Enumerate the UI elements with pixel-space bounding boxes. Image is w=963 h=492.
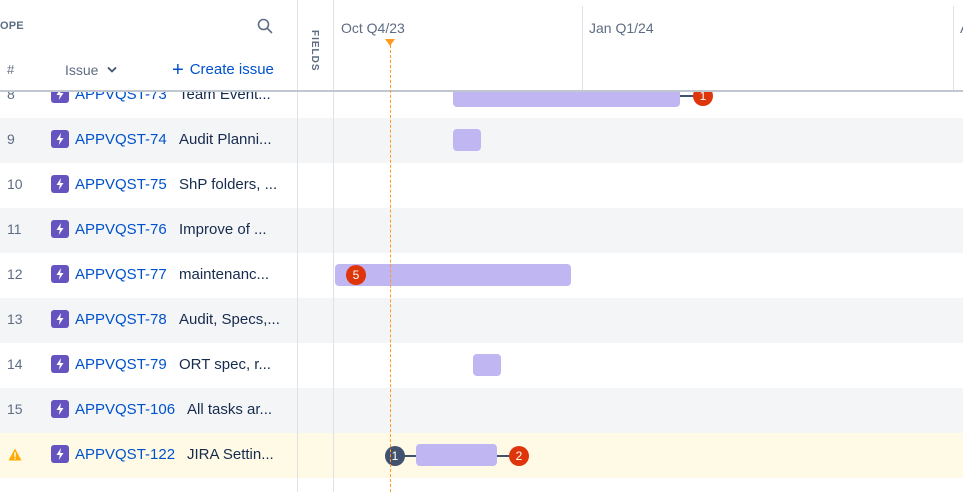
list-header: OPE # Issue + Create issue	[0, 0, 297, 90]
issue-key-link[interactable]: APPVQST-74	[75, 131, 167, 148]
quarter-label-q4-23: Oct Q4/23	[341, 20, 405, 36]
table-row[interactable]: 11 APPVQST-76 Improve of ...	[0, 208, 963, 253]
issue-key-link[interactable]: APPVQST-122	[75, 446, 176, 463]
issue-key-link[interactable]: APPVQST-78	[75, 311, 167, 328]
dependency-badge[interactable]: 1	[693, 92, 713, 106]
issue-column-dropdown[interactable]: Issue	[65, 62, 117, 78]
warning-icon[interactable]	[8, 448, 22, 461]
timeline-bar[interactable]	[453, 129, 481, 151]
issue-summary[interactable]: Team Event...	[179, 92, 271, 103]
dependency-badge[interactable]: 5	[346, 265, 366, 285]
issue-summary[interactable]: All tasks ar...	[187, 401, 273, 418]
issue-key-link[interactable]: APPVQST-106	[75, 401, 176, 418]
table-row[interactable]: 13 APPVQST-78 Audit, Specs,...	[0, 298, 963, 343]
row-number-header: #	[7, 62, 15, 77]
timeline-body[interactable]: 8 APPVQST-73 Team Event... 1 9 APPVQST-7…	[0, 92, 963, 492]
header-shadow	[0, 90, 963, 92]
dependency-line	[680, 95, 694, 97]
row-number: 14	[7, 356, 23, 372]
row-number: 9	[7, 131, 15, 147]
table-row[interactable]: 12 APPVQST-77 maintenanc... 5	[0, 253, 963, 298]
search-icon[interactable]	[256, 17, 274, 35]
chevron-down-icon	[108, 67, 117, 73]
quarter-divider	[953, 6, 954, 90]
lightning-icon	[51, 445, 69, 463]
quarter-divider	[582, 6, 583, 90]
issue-key-link[interactable]: APPVQST-76	[75, 221, 167, 238]
issue-summary[interactable]: Improve of ...	[179, 221, 267, 238]
plus-icon: +	[172, 58, 184, 81]
quarter-label-next: A	[960, 20, 963, 36]
dependency-line	[404, 455, 417, 457]
row-number: 11	[7, 221, 22, 237]
today-line	[390, 40, 391, 492]
row-number: 8	[7, 92, 15, 102]
issue-summary[interactable]: JIRA Settin...	[187, 446, 274, 463]
issue-key-link[interactable]: APPVQST-77	[75, 266, 167, 283]
issue-summary[interactable]: maintenanc...	[179, 266, 270, 283]
lightning-icon	[51, 220, 69, 238]
lightning-icon	[51, 400, 69, 418]
row-number: 13	[7, 311, 23, 327]
scope-label: OPE	[0, 20, 24, 32]
timeline-bar[interactable]	[416, 444, 497, 466]
issue-summary[interactable]: ShP folders, ...	[179, 176, 278, 193]
table-row[interactable]: 14 APPVQST-79 ORT spec, r...	[0, 343, 963, 388]
table-row[interactable]: 9 APPVQST-74 Audit Planni...	[0, 118, 963, 163]
quarter-label-q1-24: Jan Q1/24	[589, 20, 654, 36]
create-issue-button[interactable]: + Create issue	[172, 58, 274, 81]
lightning-icon	[51, 355, 69, 373]
lightning-icon	[51, 92, 69, 103]
dependency-badge[interactable]: 2	[509, 446, 529, 466]
fields-toggle[interactable]: FIELDS	[309, 30, 320, 72]
timeline-header: Oct Q4/23 Jan Q1/24 A	[334, 0, 963, 90]
lightning-icon	[51, 175, 69, 193]
panel-divider[interactable]	[297, 0, 298, 492]
panel-divider	[333, 0, 334, 492]
table-row[interactable]: 15 APPVQST-106 All tasks ar...	[0, 388, 963, 433]
issue-key-link[interactable]: APPVQST-75	[75, 176, 167, 193]
issue-key-link[interactable]: APPVQST-79	[75, 356, 167, 373]
dependency-line	[497, 455, 510, 457]
lightning-icon	[51, 310, 69, 328]
issue-key-link[interactable]: APPVQST-73	[75, 92, 167, 103]
issue-column-label: Issue	[65, 62, 99, 78]
lightning-icon	[51, 130, 69, 148]
create-issue-label: Create issue	[189, 61, 274, 78]
row-number: 10	[7, 176, 23, 192]
table-row[interactable]: 8 APPVQST-73 Team Event... 1	[0, 92, 963, 118]
lightning-icon	[51, 265, 69, 283]
timeline-bar[interactable]	[335, 264, 571, 286]
row-number: 15	[7, 401, 23, 417]
timeline-bar[interactable]	[453, 92, 680, 107]
dependency-badge[interactable]: 1	[385, 446, 405, 466]
row-number: 12	[7, 266, 23, 282]
today-marker	[385, 39, 395, 46]
timeline-bar[interactable]	[473, 354, 501, 376]
issue-summary[interactable]: Audit, Specs,...	[179, 311, 280, 328]
table-row[interactable]: 10 APPVQST-75 ShP folders, ...	[0, 163, 963, 208]
table-row-highlighted[interactable]: APPVQST-122 JIRA Settin... 1 2	[0, 433, 963, 478]
issue-summary[interactable]: Audit Planni...	[179, 131, 272, 148]
issue-summary[interactable]: ORT spec, r...	[179, 356, 271, 373]
